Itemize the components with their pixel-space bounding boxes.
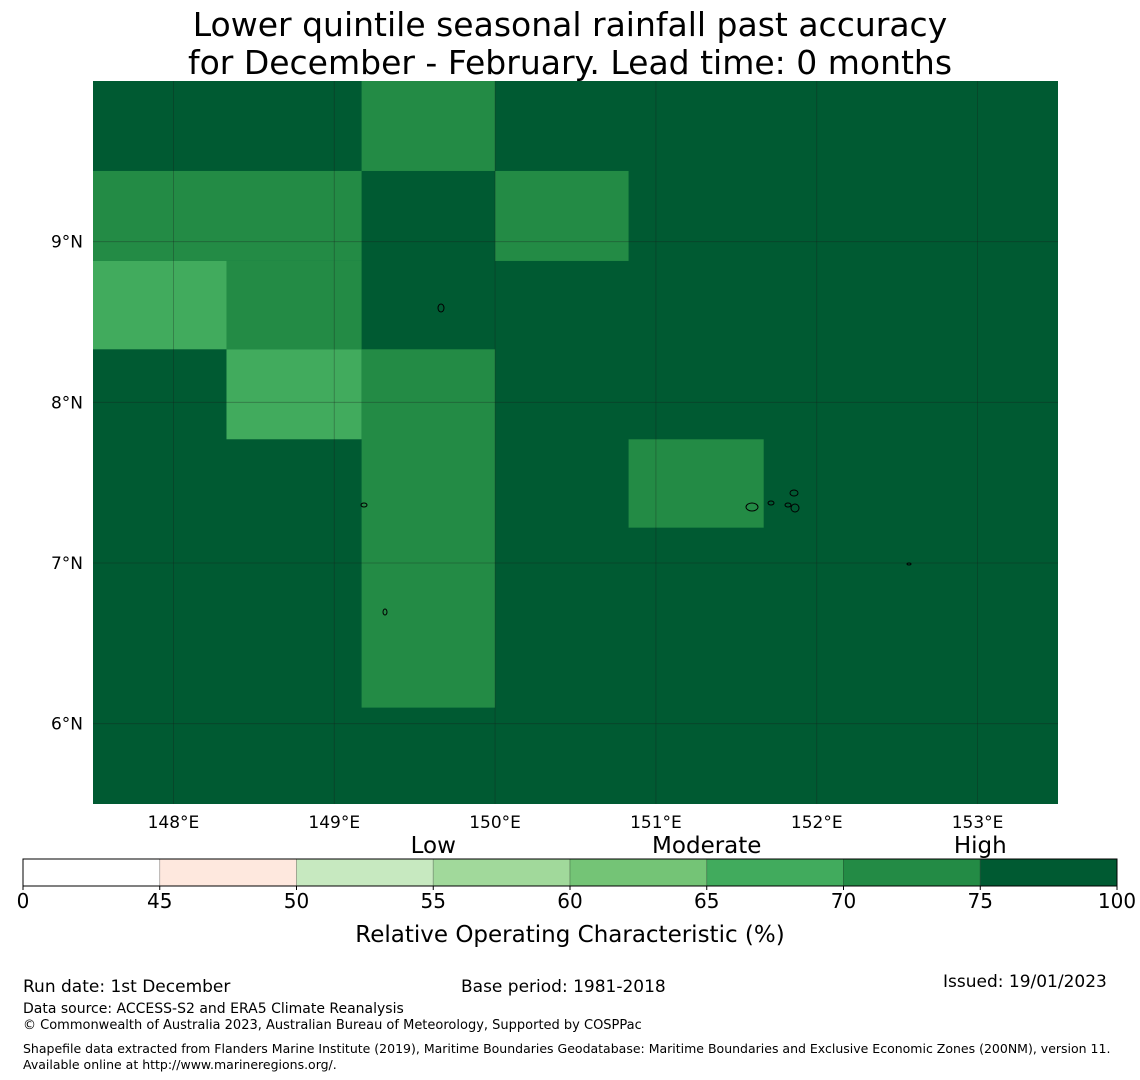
map-title: Lower quintile seasonal rainfall past ac… [0, 6, 1140, 82]
x-tick-label: 153°E [952, 813, 1004, 833]
map-grid-cell [93, 170, 362, 261]
colorbar-tick-label: 50 [284, 889, 309, 913]
title-line-1: Lower quintile seasonal rainfall past ac… [192, 5, 948, 44]
island-outline [745, 502, 759, 512]
x-tick-label: 149°E [308, 813, 360, 833]
colorbar-segment [706, 858, 844, 887]
colorbar-tick-label: 75 [968, 889, 993, 913]
colorbar-segment [569, 858, 708, 887]
island-outline [784, 502, 792, 508]
colorbar-axis-label: Relative Operating Characteristic (%) [355, 922, 784, 948]
map-grid-cell [628, 439, 764, 528]
island-outline [789, 489, 799, 497]
y-tick-label: 8°N [51, 393, 83, 413]
x-tick-label: 148°E [148, 813, 200, 833]
copyright: © Commonwealth of Australia 2023, Austra… [23, 1018, 642, 1033]
title-line-2: for December - February. Lead time: 0 mo… [187, 43, 953, 82]
island-outline [382, 608, 388, 616]
colorbar-segment [159, 858, 297, 887]
run-date: Run date: 1st December [23, 977, 231, 997]
colorbar-segment [296, 858, 434, 887]
y-tick-label: 9°N [51, 233, 83, 253]
x-tick-label: 151°E [630, 813, 682, 833]
x-tick-label: 152°E [791, 813, 843, 833]
map-grid-cell [495, 170, 629, 261]
base-period: Base period: 1981-2018 [461, 977, 666, 997]
colorbar-tick-label: 100 [1098, 889, 1136, 913]
map-grid-cell [226, 349, 362, 440]
colorbar-segment [843, 858, 981, 887]
island-outline [790, 503, 800, 513]
shapefile-credit: Shapefile data extracted from Flanders M… [23, 1041, 1111, 1072]
colorbar-tick-label: 60 [557, 889, 582, 913]
colorbar-category-label: High [954, 833, 1007, 859]
colorbar-segment [432, 858, 571, 887]
colorbar-category-label: Moderate [652, 833, 761, 859]
y-tick-label: 7°N [51, 554, 83, 574]
map-figure: 148°E 149°E 150°E 151°E 152°E 153°E 9°N 8°N 7°N 6… [17, 81, 1136, 948]
map-grid-cell [361, 81, 496, 171]
island-outline [437, 303, 445, 313]
island-outline [360, 502, 368, 508]
island-outline [906, 562, 912, 566]
colorbar-tick-label: 70 [831, 889, 856, 913]
colorbar-segment [979, 858, 1118, 887]
colorbar-category-label: Low [411, 833, 456, 859]
x-tick-label: 150°E [469, 813, 521, 833]
island-outline [767, 500, 775, 506]
y-tick-label: 6°N [51, 715, 83, 735]
colorbar-tick-label: 55 [421, 889, 446, 913]
map-grid-cell [226, 260, 362, 350]
colorbar-tick-label: 0 [17, 889, 30, 913]
colorbar-tick-label: 65 [694, 889, 719, 913]
map-grid-cell [93, 260, 227, 350]
colorbar-tick-label: 45 [147, 889, 172, 913]
map-grid-cell [361, 349, 496, 708]
data-source: Data source: ACCESS-S2 and ERA5 Climate … [23, 1001, 404, 1017]
colorbar-segment [22, 858, 161, 887]
issued-date: Issued: 19/01/2023 [943, 972, 1107, 992]
